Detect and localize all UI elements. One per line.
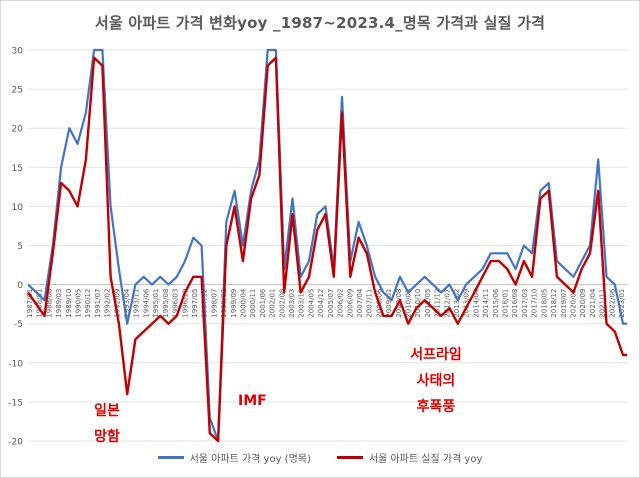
x-tick-label: 1988/08: [45, 289, 53, 318]
x-tick-label: 1989/03: [55, 289, 63, 318]
legend-item-nominal: 서울 아파트 가격 yoy (명목): [157, 450, 311, 465]
x-tick-label: 1999/09: [230, 289, 238, 318]
y-tick-label: -20: [8, 438, 23, 448]
x-tick-label: 2023/01: [618, 289, 626, 318]
x-tick-label: 2006/09: [346, 289, 354, 318]
series-line-real: [27, 56, 628, 443]
x-tick-label: 2018/12: [550, 289, 558, 318]
x-tick-label: 1990/12: [84, 289, 92, 318]
x-tick-label: 2013/09: [463, 289, 471, 318]
x-tick-label: 2012/07: [443, 289, 451, 318]
x-tick-label: 2000/11: [249, 289, 257, 318]
x-tick-label: 2019/07: [560, 289, 568, 318]
x-tick-label: 2004/12: [317, 289, 325, 318]
legend-swatch-real: [336, 456, 363, 459]
x-tick-label: 2004/05: [307, 289, 315, 318]
annotation-imf: IMF: [238, 393, 267, 409]
y-tick-label: -15: [8, 398, 23, 408]
x-tick-label: 1992/02: [104, 289, 112, 318]
x-tick-label: 2018/05: [540, 289, 548, 318]
legend: 서울 아파트 가격 yoy (명목) 서울 아파트 실질 가격 yoy: [0, 450, 640, 465]
x-tick-label: 2017/10: [531, 289, 539, 318]
x-tick-label: 2009/01: [385, 289, 393, 318]
x-tick-label: 2000/04: [240, 288, 248, 318]
x-tick-label: 2021/04: [589, 288, 597, 318]
x-tick-label: 2016/01: [502, 289, 510, 318]
chart-title: 서울 아파트 가격 변화yoy _1987~2023.4_명목 가격과 실질 가…: [94, 14, 546, 32]
x-tick-label: 2007/04: [356, 288, 364, 318]
y-tick-label: 30: [12, 47, 24, 57]
y-tick-label: 25: [12, 86, 23, 96]
x-axis-tick-labels: 1987/01 1988/01 1988/08 1989/03 1989/10 1990/…: [26, 288, 626, 318]
gridlines: [28, 49, 628, 442]
y-tick-label: 15: [12, 164, 23, 174]
y-tick-label: -5: [14, 320, 23, 330]
x-tick-label: 2017/03: [521, 289, 529, 318]
x-tick-label: 2014/11: [482, 289, 490, 318]
x-tick-label: 1994/06: [142, 288, 150, 318]
y-tick-label: 0: [17, 281, 23, 291]
x-tick-label: 2016/08: [511, 289, 519, 318]
x-tick-label: 2020/02: [569, 289, 577, 318]
annotation-subprime: 서프라임 사태의 후폭풍: [410, 347, 462, 415]
x-tick-label: 1995/01: [152, 289, 160, 318]
x-tick-label: 2021/11: [599, 289, 607, 318]
x-tick-label: 2015/06: [492, 288, 500, 318]
x-tick-label: 2001/06: [259, 288, 267, 318]
x-tick-label: 1988/01: [36, 289, 44, 318]
legend-label-real: 서울 아파트 실질 가격 yoy: [368, 454, 483, 465]
x-tick-label: 2003/03: [288, 289, 296, 318]
x-tick-label: 2014/04: [472, 288, 480, 318]
x-tick-label: 2010/03: [404, 289, 412, 318]
x-tick-label: 1992/09: [113, 289, 121, 318]
legend-label-nominal: 서울 아파트 가격 yoy (명목): [189, 454, 311, 465]
x-tick-label: 1996/10: [181, 289, 189, 318]
x-tick-label: 2002/01: [269, 289, 277, 318]
y-tick-label: 20: [12, 125, 24, 135]
x-tick-label: 1996/03: [172, 289, 180, 318]
annotation-japan: 일본 망함: [94, 403, 120, 445]
x-tick-label: 1989/10: [65, 289, 73, 318]
x-tick-label: 2020/09: [579, 289, 587, 318]
y-tick-label: 10: [12, 203, 24, 213]
x-tick-label: 1990/05: [75, 289, 83, 318]
x-tick-label: 2007/11: [366, 289, 374, 318]
x-tick-label: 2005/07: [327, 289, 335, 318]
x-tick-label: 2013/02: [453, 289, 461, 318]
x-tick-label: 2006/02: [337, 289, 345, 318]
y-axis-tick-labels: 30 25 20 15 10 5 0 -5 -10 -15 -20: [8, 47, 23, 448]
x-tick-label: 2002/08: [278, 289, 286, 318]
x-tick-label: 1997/05: [191, 289, 199, 318]
legend-item-real: 서울 아파트 실질 가격 yoy: [336, 450, 483, 465]
x-tick-label: 1998/07: [210, 289, 218, 318]
legend-swatch-nominal: [157, 456, 184, 459]
x-tick-label: 2003/10: [298, 289, 306, 318]
x-tick-label: 1995/08: [162, 289, 170, 318]
x-tick-label: 2022/06: [608, 288, 616, 318]
x-tick-label: 1993/11: [133, 289, 141, 318]
x-tick-label: 1991/07: [94, 289, 102, 318]
y-tick-label: -10: [8, 359, 23, 369]
x-tick-label: 1987/01: [26, 289, 34, 318]
y-tick-label: 5: [17, 242, 23, 252]
x-tick-label: 2010/10: [414, 289, 422, 318]
series-lines: [27, 48, 628, 443]
x-tick-label: 2011/12: [434, 289, 442, 318]
x-tick-label: 1993/04: [123, 288, 131, 318]
